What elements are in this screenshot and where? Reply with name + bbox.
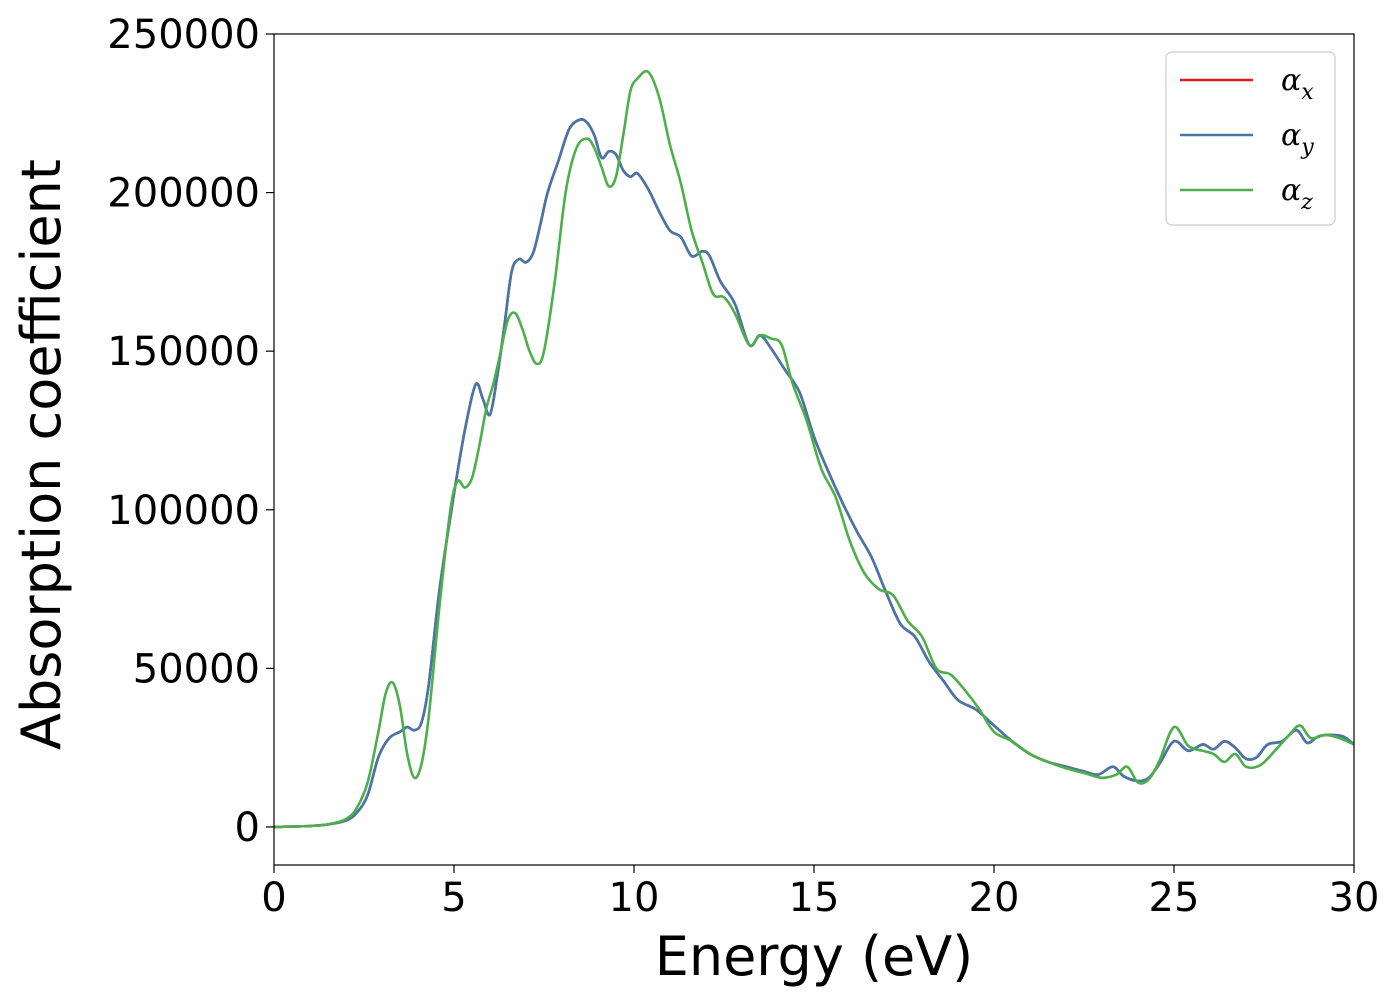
x-tick-label: 0 <box>261 875 286 921</box>
y-axis: 0 50000 100000 150000 200000 250000 <box>107 12 274 851</box>
x-tick-label: 15 <box>789 875 840 921</box>
y-tick-label: 50000 <box>133 646 260 692</box>
x-axis: 0 5 10 15 20 25 30 <box>261 865 1379 921</box>
x-tick-label: 10 <box>609 875 660 921</box>
x-tick-label: 5 <box>441 875 466 921</box>
legend-label: αz <box>1281 173 1313 215</box>
legend-box <box>1165 51 1336 226</box>
x-tick-label: 30 <box>1329 875 1380 921</box>
legend: αx αy αz <box>1165 51 1336 226</box>
legend-label: αy <box>1281 118 1314 160</box>
y-axis-label: Absorption coefficient <box>10 159 73 750</box>
y-tick-label: 150000 <box>107 329 260 375</box>
legend-item-z: αz <box>1180 173 1313 215</box>
x-axis-label: Energy (eV) <box>655 925 974 988</box>
legend-item-x: αx <box>1180 63 1314 105</box>
series-line-z <box>274 69 1354 829</box>
y-tick-label: 100000 <box>107 488 260 534</box>
legend-item-y: αy <box>1180 118 1314 160</box>
legend-label: αx <box>1281 63 1314 105</box>
y-tick-label: 0 <box>235 805 260 851</box>
y-tick-label: 250000 <box>107 12 260 58</box>
x-tick-label: 25 <box>1149 875 1200 921</box>
x-tick-label: 20 <box>969 875 1020 921</box>
series-line-y <box>274 118 1354 829</box>
y-tick-label: 200000 <box>107 171 260 217</box>
series-lines <box>274 69 1354 829</box>
